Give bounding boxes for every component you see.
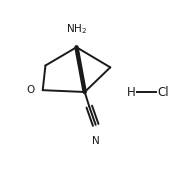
Text: N: N — [92, 136, 100, 146]
Text: Cl: Cl — [157, 86, 169, 98]
Text: NH$_2$: NH$_2$ — [66, 22, 87, 36]
Text: H: H — [127, 86, 136, 98]
Text: O: O — [26, 85, 35, 95]
